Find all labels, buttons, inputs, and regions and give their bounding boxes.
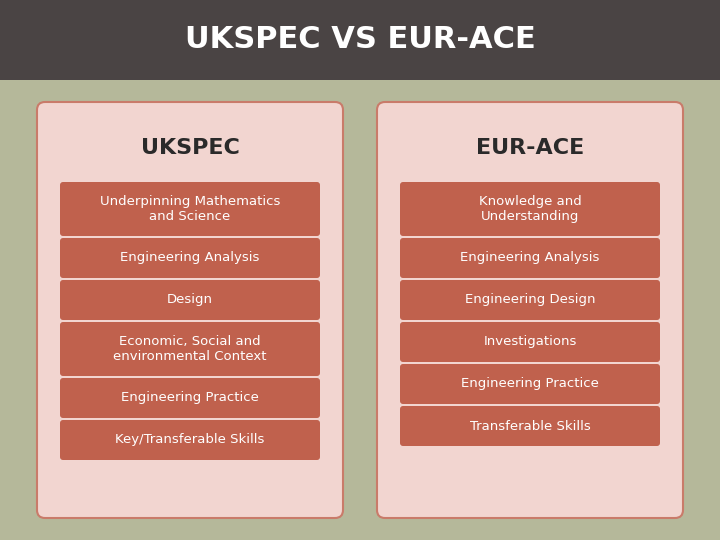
- Text: Engineering Practice: Engineering Practice: [461, 377, 599, 390]
- FancyBboxPatch shape: [400, 406, 660, 446]
- Text: UKSPEC VS EUR-ACE: UKSPEC VS EUR-ACE: [184, 25, 536, 55]
- Text: Key/Transferable Skills: Key/Transferable Skills: [115, 434, 265, 447]
- Text: Design: Design: [167, 294, 213, 307]
- FancyBboxPatch shape: [60, 322, 320, 376]
- FancyBboxPatch shape: [60, 280, 320, 320]
- Text: Investigations: Investigations: [483, 335, 577, 348]
- Text: EUR-ACE: EUR-ACE: [476, 138, 584, 158]
- Text: Transferable Skills: Transferable Skills: [469, 420, 590, 433]
- Text: Engineering Analysis: Engineering Analysis: [460, 252, 600, 265]
- Text: Knowledge and
Understanding: Knowledge and Understanding: [479, 195, 581, 223]
- Text: Engineering Analysis: Engineering Analysis: [120, 252, 260, 265]
- Text: Economic, Social and
environmental Context: Economic, Social and environmental Conte…: [113, 335, 266, 363]
- Text: Engineering Design: Engineering Design: [464, 294, 595, 307]
- FancyBboxPatch shape: [0, 0, 720, 80]
- Text: Underpinning Mathematics
and Science: Underpinning Mathematics and Science: [100, 195, 280, 223]
- FancyBboxPatch shape: [60, 378, 320, 418]
- FancyBboxPatch shape: [37, 102, 343, 518]
- FancyBboxPatch shape: [400, 280, 660, 320]
- FancyBboxPatch shape: [0, 80, 720, 540]
- Text: UKSPEC: UKSPEC: [140, 138, 240, 158]
- FancyBboxPatch shape: [400, 238, 660, 278]
- FancyBboxPatch shape: [400, 322, 660, 362]
- FancyBboxPatch shape: [60, 182, 320, 236]
- FancyBboxPatch shape: [60, 238, 320, 278]
- FancyBboxPatch shape: [60, 420, 320, 460]
- FancyBboxPatch shape: [400, 364, 660, 404]
- FancyBboxPatch shape: [400, 182, 660, 236]
- Text: Engineering Practice: Engineering Practice: [121, 392, 259, 404]
- FancyBboxPatch shape: [377, 102, 683, 518]
